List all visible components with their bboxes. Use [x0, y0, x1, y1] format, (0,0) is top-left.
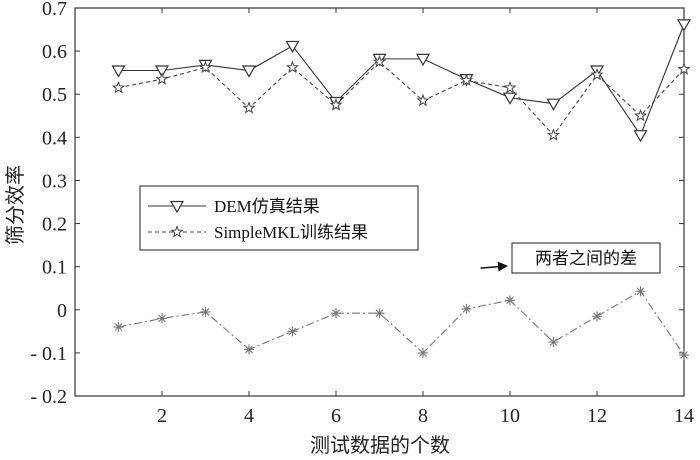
data-point [111, 65, 126, 78]
data-point [546, 98, 561, 111]
data-point [677, 62, 691, 75]
data-point [285, 40, 300, 54]
y-tick-label: 0.7 [42, 0, 67, 20]
data-point [111, 80, 126, 94]
data-point [331, 308, 341, 319]
x-tick-label: 14 [674, 405, 694, 427]
data-point [329, 98, 343, 111]
annotation-box [511, 242, 661, 274]
data-point [415, 53, 431, 67]
data-point [505, 295, 515, 306]
x-axis-title: 测试数据的个数 [310, 433, 450, 457]
data-point [155, 72, 169, 85]
x-tick-label: 10 [500, 405, 520, 427]
series-1 [111, 19, 692, 143]
data-point [679, 350, 689, 361]
data-point [418, 347, 428, 358]
y-tick-label: - 0.1 [30, 343, 67, 365]
y-tick-label: 0.2 [42, 214, 67, 236]
y-axis-title: 筛分效率 [3, 165, 27, 245]
data-point [372, 54, 387, 68]
y-tick-label: 0.5 [42, 84, 67, 106]
data-point [157, 313, 167, 324]
series-line [118, 290, 685, 356]
y-tick-label: 0 [57, 300, 67, 322]
legend-box [139, 185, 419, 251]
legend-marker [169, 200, 185, 214]
data-point [416, 93, 430, 107]
data-point [590, 67, 604, 81]
x-tick-label: 12 [587, 405, 607, 427]
data-point [633, 130, 648, 143]
data-point [503, 80, 517, 94]
legend-label: SimpleMKL训练结果 [214, 223, 368, 242]
data-point [241, 65, 257, 78]
data-point [461, 303, 472, 314]
y-tick-label: 0.4 [42, 127, 67, 149]
x-tick-label: 8 [418, 405, 428, 427]
data-point [200, 306, 211, 317]
y-tick-label: - 0.2 [30, 386, 67, 408]
data-point [548, 337, 559, 348]
y-tick-label: 0.1 [42, 257, 67, 279]
legend-item: SimpleMKL训练结果 [148, 223, 368, 242]
data-point [546, 128, 561, 141]
data-point [374, 308, 385, 319]
legend-label: DEM仿真结果 [214, 197, 320, 216]
data-point [459, 73, 474, 87]
data-point [502, 92, 518, 105]
y-tick-label: 0.6 [42, 41, 67, 63]
x-tick-label: 2 [157, 405, 167, 427]
data-point [633, 108, 648, 122]
series-line [118, 24, 685, 137]
data-point [287, 326, 298, 337]
x-tick-label: 4 [244, 405, 254, 427]
series-3 [113, 286, 689, 361]
legend-item: DEM仿真结果 [148, 197, 320, 216]
x-tick-label: 6 [331, 405, 341, 427]
data-point [285, 60, 300, 74]
annotation-label: 两者之间的差 [535, 249, 637, 269]
data-point [113, 322, 124, 333]
data-point [242, 101, 256, 114]
plot-area [74, 7, 685, 397]
data-point [592, 311, 602, 322]
data-point [635, 286, 646, 297]
data-point [154, 65, 170, 78]
data-point [244, 344, 254, 355]
y-tick-label: 0.3 [42, 170, 67, 192]
series-2 [111, 54, 691, 141]
legend-marker [170, 225, 184, 238]
data-point [198, 60, 213, 74]
annotation-arrow [480, 261, 508, 272]
data-point [676, 19, 692, 32]
series-line [118, 61, 685, 137]
